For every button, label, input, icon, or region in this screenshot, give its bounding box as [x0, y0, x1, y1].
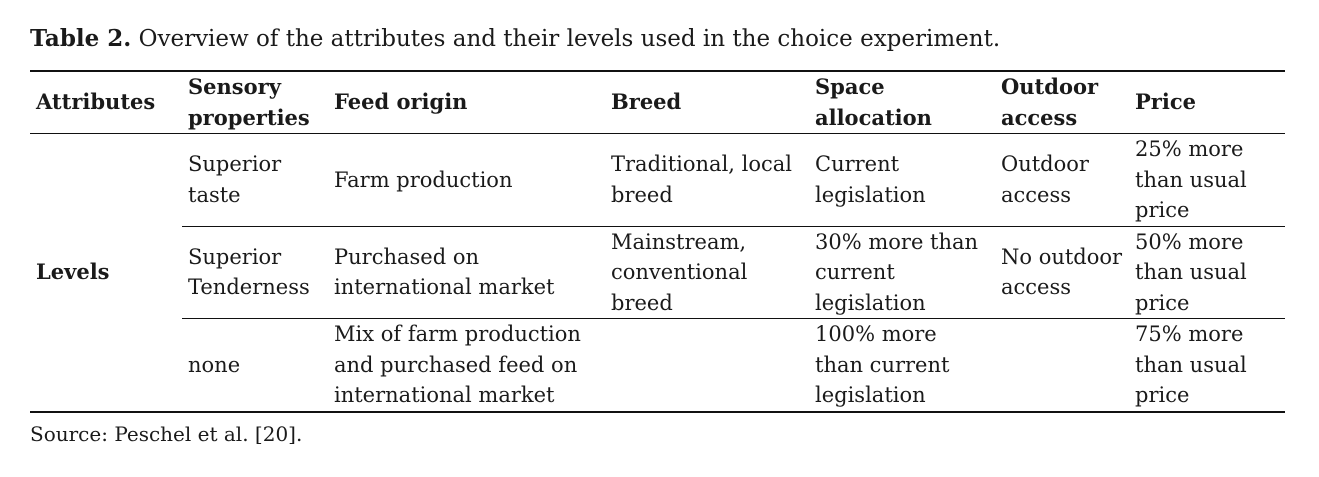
attributes-table: Attributes Sensory properties Feed origi… — [30, 70, 1285, 413]
table-cell: 100% more than current legislation — [809, 318, 995, 413]
table-cell: Mix of farm production and purchased fee… — [328, 318, 605, 413]
table-cell: Mainstream, conventional breed — [605, 226, 809, 319]
table-cell: Superior Tenderness — [182, 226, 328, 319]
table-cell: 50% more than usual price — [1129, 226, 1285, 319]
header-attributes: Attributes — [30, 70, 182, 134]
header-feed-origin: Feed origin — [328, 70, 605, 134]
table-cell: 75% more than usual price — [1129, 318, 1285, 413]
header-outdoor-access: Outdoor access — [995, 70, 1129, 134]
table-cell: No outdoor access — [995, 226, 1129, 319]
header-space-allocation: Space allocation — [809, 70, 995, 134]
table-cell: Traditional, local breed — [605, 133, 809, 227]
table-cell: Purchased on international market — [328, 226, 605, 319]
table-cell — [605, 318, 809, 413]
table-row: none Mix of farm production and purchase… — [30, 318, 1285, 413]
table-cell — [995, 318, 1129, 413]
header-breed: Breed — [605, 70, 809, 134]
table-row: Levels Superior taste Farm production Tr… — [30, 133, 1285, 413]
row-header-levels: Levels — [30, 133, 182, 413]
table-source-note: Source: Peschel et al. [20]. — [30, 422, 303, 446]
table-caption: Table 2. Overview of the attributes and … — [30, 24, 1000, 54]
header-price: Price — [1129, 70, 1285, 134]
header-row: Attributes Sensory properties Feed origi… — [30, 70, 1285, 134]
table-caption-text: Overview of the attributes and their lev… — [138, 26, 1001, 52]
table-cell: Superior taste — [182, 133, 328, 227]
table-cell: Outdoor access — [995, 133, 1129, 227]
table-cell: 30% more than current legislation — [809, 226, 995, 319]
table-row: Superior Tenderness Purchased on interna… — [30, 226, 1285, 319]
table-label: Table 2. — [30, 25, 132, 52]
table-cell: 25% more than usual price — [1129, 133, 1285, 227]
table-cell: Current legislation — [809, 133, 995, 227]
header-sensory-properties: Sensory properties — [182, 70, 328, 134]
table-cell: none — [182, 318, 328, 413]
table-cell: Farm production — [328, 133, 605, 227]
